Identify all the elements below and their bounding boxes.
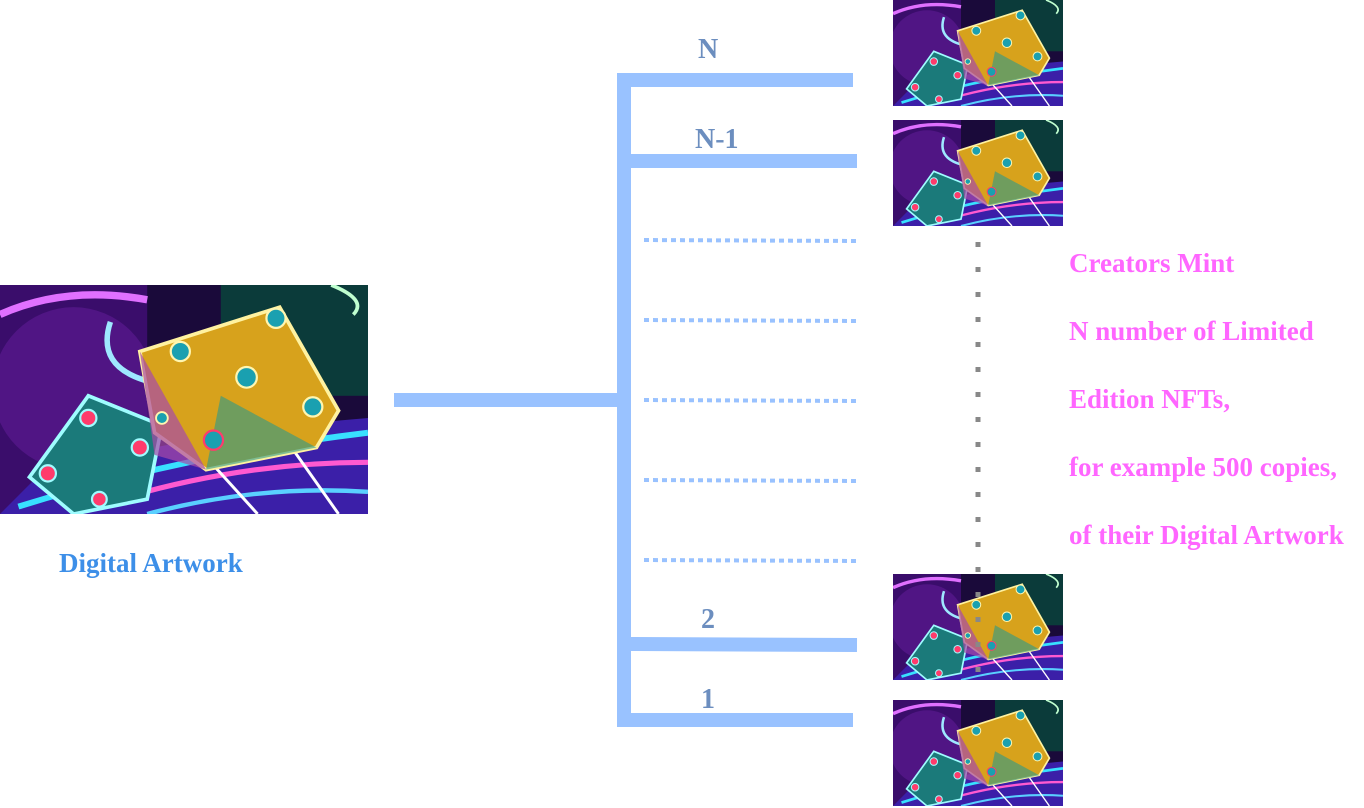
- edition-copy-2-image: [890, 574, 1063, 680]
- edition-label-n-minus-1: N-1: [695, 124, 739, 155]
- edition-copy-n-minus-1-image: [890, 120, 1063, 226]
- source-artwork-image: [0, 285, 368, 514]
- edition-label-2: 2: [701, 604, 715, 635]
- description-line-3: Edition NFTs,: [1069, 384, 1231, 414]
- branch-tree: [394, 73, 858, 727]
- dotted-branch-2: [643, 318, 857, 323]
- description-line-1: Creators Mint: [1069, 248, 1235, 278]
- description-line-4: for example 500 copies,: [1069, 452, 1337, 482]
- source-artwork-label: Digital Artwork: [59, 548, 243, 578]
- edition-label-1: 1: [701, 684, 715, 715]
- dotted-branch-3: [643, 398, 857, 403]
- edition-copy-1-image: [890, 700, 1063, 806]
- branch-2: [623, 637, 858, 652]
- dotted-branch-4: [643, 478, 857, 483]
- description-line-2: N number of Limited: [1069, 316, 1314, 346]
- description-line-5: of their Digital Artwork: [1069, 520, 1344, 550]
- dotted-branch-5: [643, 558, 857, 563]
- edition-copy-n-image: [890, 0, 1063, 106]
- dotted-branch-1: [643, 238, 857, 243]
- edition-label-n: N: [698, 34, 719, 65]
